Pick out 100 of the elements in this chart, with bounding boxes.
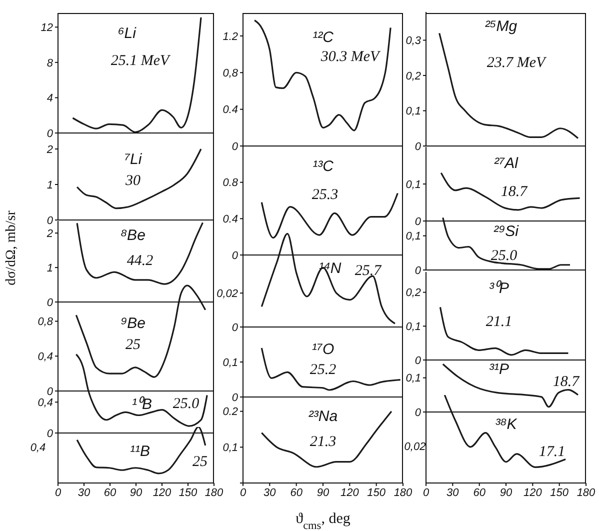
x-tick-label: 30	[78, 486, 91, 499]
y-tick-label: 0,8	[222, 68, 239, 80]
x-tick-label: 30	[264, 486, 277, 499]
x-tick-label: 90	[316, 486, 330, 499]
y-tick-label: 0	[232, 392, 239, 404]
line-series	[442, 363, 579, 408]
annotation: ³⁸K	[495, 416, 518, 433]
annotation: ¹⁰B	[132, 396, 152, 413]
y-tick-label: 0,1	[406, 230, 421, 243]
annotation: 30.3 MeV	[320, 49, 381, 66]
x-tick-label: 150	[178, 486, 198, 499]
x-tick-label: 150	[367, 486, 386, 499]
y-tick-label: 0.2	[222, 406, 238, 418]
line-series	[440, 172, 581, 211]
y-tick-label: 0	[232, 250, 239, 262]
x-tick-label: 180	[576, 486, 596, 499]
annotation: 23.7 MeV	[486, 55, 547, 72]
annotation: ¹³C	[312, 158, 334, 175]
y-tick-label: 0	[414, 354, 422, 367]
x-axis-title: ϑ$_{cms}$, deg	[296, 511, 351, 531]
y-tick-label: 8	[46, 57, 54, 70]
y-tick-label: 0,3	[406, 35, 422, 48]
annotation: 17.1	[538, 444, 566, 460]
y-tick-label: 0,1	[222, 442, 238, 454]
y-tick-label: 0,4	[38, 397, 53, 410]
x-tick-label: 0	[422, 486, 430, 499]
x-tick-label: 120	[523, 486, 543, 499]
line-series	[439, 306, 570, 356]
line-series	[76, 222, 204, 285]
annotation: ⁷Li	[124, 150, 142, 168]
y-tick-label: 0,1	[406, 178, 421, 191]
annotation: 25.1 MeV	[110, 53, 171, 70]
y-tick-label: 2	[46, 144, 53, 156]
annotation: ¹²C	[312, 28, 334, 46]
line-series	[260, 410, 392, 468]
y-tick-label: 2	[46, 228, 53, 240]
annotation: 25.0	[172, 396, 200, 412]
x-tick-label: 90	[130, 486, 143, 499]
annotation: ⁶Li	[118, 24, 137, 42]
y-tick-label: 4	[46, 92, 53, 105]
annotation: ²⁹Si	[493, 222, 520, 240]
annotation: ²³Na	[308, 408, 338, 425]
y-tick-label: 0	[46, 214, 54, 227]
x-tick-label: 90	[500, 486, 513, 499]
y-tick-label: 0	[232, 140, 239, 153]
annotation: 25.2	[310, 362, 337, 378]
y-tick-label: 1.2	[222, 30, 238, 43]
y-tick-label: 0,1	[222, 356, 238, 369]
annotation: 44.2	[126, 253, 154, 270]
x-tick-label: 180	[394, 486, 414, 499]
annotation: ¹⁷O	[312, 340, 335, 358]
x-tick-label: 120	[340, 486, 360, 499]
annotation: ⁸Be	[120, 226, 146, 244]
x-tick-label: 60	[473, 486, 486, 499]
annotation: ⁹Be	[120, 314, 146, 332]
y-tick-label: 12	[40, 22, 53, 34]
annotation: ³¹P	[489, 360, 509, 378]
annotation: 18.7	[552, 374, 581, 390]
y-tick-label: 0	[414, 216, 422, 228]
annotation: ¹⁴N	[318, 260, 342, 277]
y-tick-label: 0,1	[406, 372, 421, 385]
y-tick-label: 0.4	[222, 214, 238, 226]
x-tick-label: 60	[104, 486, 117, 499]
y-axis-title: dσ/dΩ, mb/sr	[4, 210, 20, 286]
y-tick-label: 0	[46, 128, 54, 140]
y-tick-label: 0.8	[222, 177, 239, 190]
annotation: ²⁷Al	[494, 154, 519, 172]
annotation: 25	[192, 454, 208, 470]
y-tick-label: 0,1	[406, 321, 421, 334]
y-tick-label: 0,4	[38, 351, 53, 364]
y-tick-label: 0,1	[406, 106, 421, 118]
y-tick-label: 0	[46, 296, 54, 309]
y-tick-label: 0	[414, 140, 422, 153]
y-tick-label: 0	[414, 406, 422, 419]
annotation: 18.7	[500, 184, 529, 200]
annotation: ³⁰P	[489, 280, 509, 297]
y-tick-label: 0,2	[406, 287, 421, 300]
annotation: 25.3	[312, 187, 338, 204]
annotation: 25.7	[354, 263, 383, 280]
y-tick-label: 1	[46, 179, 53, 192]
x-tick-label: 120	[152, 486, 172, 499]
y-tick-label: 0	[46, 386, 54, 398]
y-tick-label: 0,2	[406, 70, 421, 82]
x-tick-label: 180	[204, 486, 224, 499]
y-tick-label: 0.4	[222, 104, 238, 116]
annotation: ¹¹B	[130, 442, 150, 460]
annotation: 21.1	[486, 314, 512, 330]
annotation: 25	[126, 337, 141, 354]
annotation: 21.3	[310, 434, 336, 450]
y-tick-label: 0,02	[216, 288, 238, 300]
y-tick-label: 0,8	[38, 316, 54, 328]
y-tick-label: 0	[46, 428, 54, 440]
x-tick-label: 150	[550, 486, 570, 499]
x-tick-label: 30	[446, 486, 460, 499]
y-tick-label: 1	[46, 262, 53, 274]
annotation: 30	[124, 173, 141, 190]
y-tick-label: 0	[414, 264, 422, 277]
annotation: ²⁵Mg	[484, 18, 518, 35]
x-tick-label: 0	[54, 486, 62, 499]
annotation: 25.0	[490, 248, 518, 264]
